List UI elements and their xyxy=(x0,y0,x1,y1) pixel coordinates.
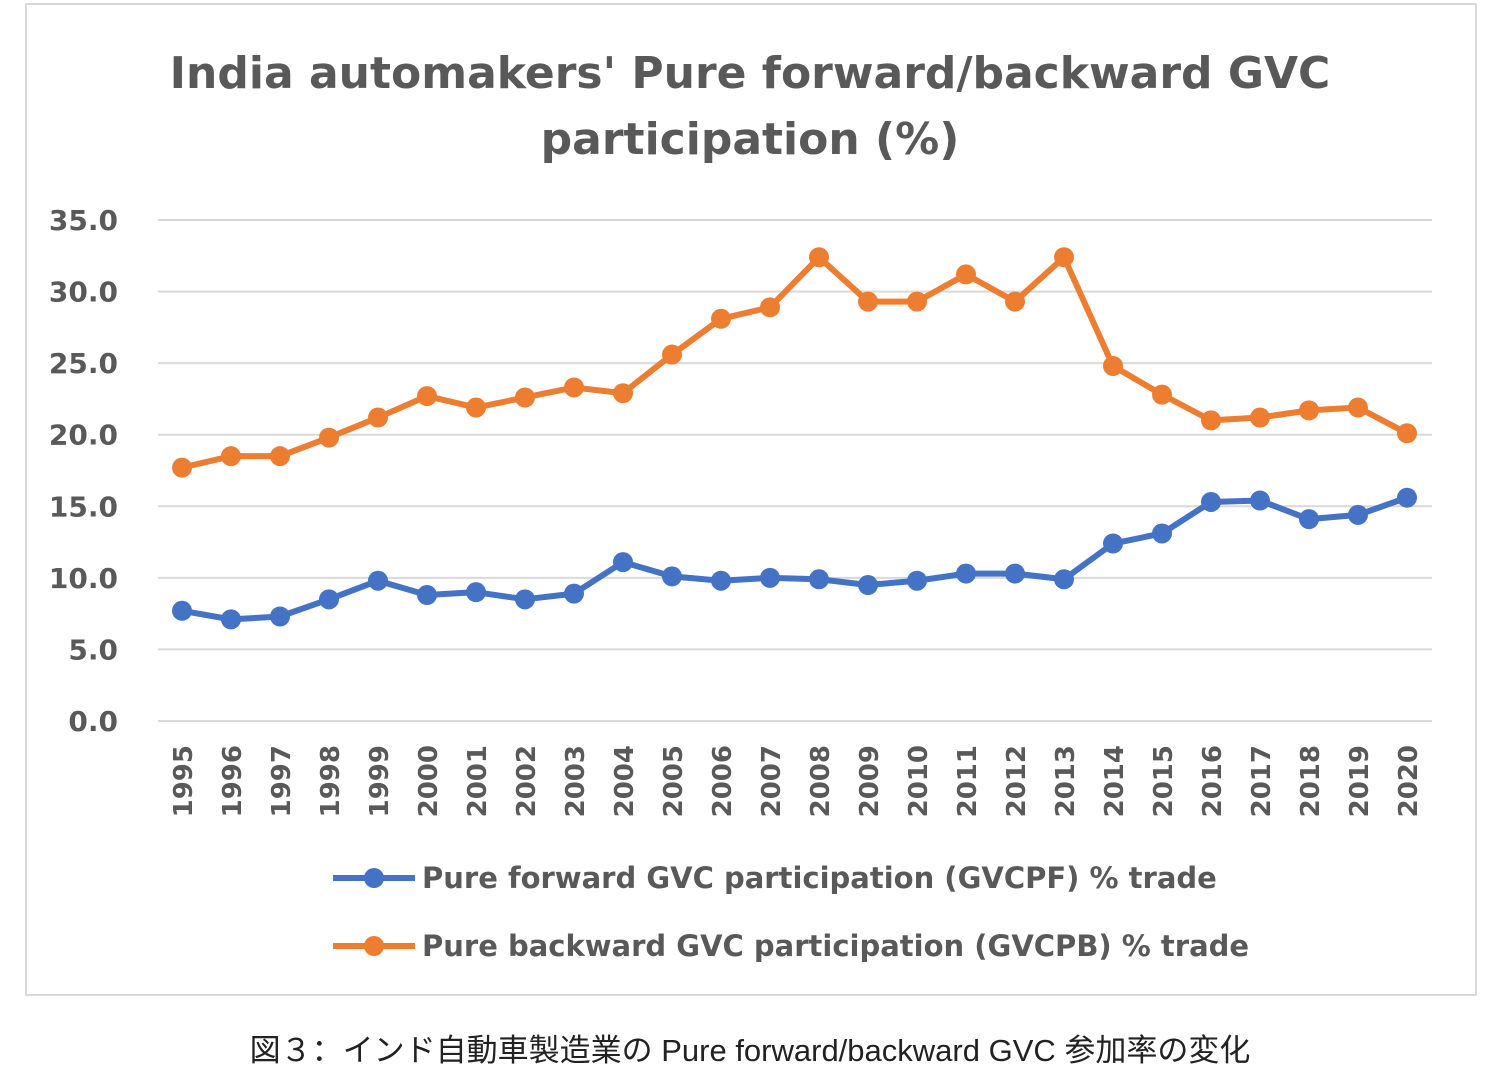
x-tick-label: 2005 xyxy=(659,745,689,817)
x-tick-label: 2009 xyxy=(855,745,885,817)
data-point-1 xyxy=(662,344,682,365)
data-point-0 xyxy=(711,570,731,591)
data-point-1 xyxy=(270,446,290,467)
chart-frame xyxy=(25,3,1477,996)
data-point-1 xyxy=(760,297,780,318)
x-tick-label: 2006 xyxy=(708,745,738,817)
data-point-1 xyxy=(1152,384,1172,405)
x-tick-label: 1999 xyxy=(365,745,395,817)
data-point-1 xyxy=(956,264,976,285)
x-tick-label: 1998 xyxy=(316,745,346,817)
data-point-0 xyxy=(662,566,682,587)
data-point-1 xyxy=(1201,410,1221,431)
x-tick-label: 2002 xyxy=(512,745,542,817)
x-tick-label: 2013 xyxy=(1051,745,1081,817)
y-tick-label: 30.0 xyxy=(49,276,118,309)
x-tick-label: 2018 xyxy=(1296,745,1326,817)
chart-title-line: participation (%) xyxy=(541,114,960,165)
data-point-0 xyxy=(417,585,437,606)
x-tick-label: 2016 xyxy=(1198,745,1228,817)
data-point-0 xyxy=(466,582,486,603)
data-point-0 xyxy=(907,570,927,591)
y-tick-label: 25.0 xyxy=(49,347,118,380)
data-point-0 xyxy=(809,569,829,590)
data-point-1 xyxy=(1250,407,1270,428)
data-point-0 xyxy=(1201,491,1221,512)
data-point-0 xyxy=(270,606,290,627)
figure-caption: 図３：インド自動車製造業の Pure forward/backward GVC … xyxy=(249,1033,1251,1068)
data-point-1 xyxy=(417,386,437,407)
x-tick-label: 2015 xyxy=(1149,745,1179,817)
x-tick-label: 2004 xyxy=(610,745,640,817)
data-point-1 xyxy=(319,427,339,448)
data-point-0 xyxy=(1348,504,1368,525)
series-line-0 xyxy=(181,494,1408,623)
data-point-1 xyxy=(907,291,927,312)
x-tick-label: 2017 xyxy=(1247,745,1277,817)
data-point-1 xyxy=(172,457,192,478)
x-tick-label: 2001 xyxy=(463,745,493,817)
x-tick-label: 2014 xyxy=(1100,745,1130,817)
legend-label-0: Pure forward GVC participation (GVCPF) %… xyxy=(422,861,1217,895)
data-point-0 xyxy=(1152,523,1172,544)
data-point-1 xyxy=(1397,423,1417,444)
data-point-1 xyxy=(711,308,731,329)
data-point-0 xyxy=(1054,569,1074,590)
data-point-0 xyxy=(319,589,339,610)
y-tick-label: 0.0 xyxy=(68,705,118,738)
x-tick-label: 2019 xyxy=(1345,745,1375,817)
data-point-0 xyxy=(1005,563,1025,584)
x-tick-label: 2007 xyxy=(757,745,787,817)
x-tick-label: 2000 xyxy=(414,745,444,817)
data-point-1 xyxy=(368,407,388,428)
data-point-0 xyxy=(760,567,780,588)
data-point-0 xyxy=(1397,487,1417,508)
x-tick-label: 1997 xyxy=(267,745,297,817)
y-tick-label: 20.0 xyxy=(49,419,118,452)
data-point-1 xyxy=(466,397,486,418)
data-point-1 xyxy=(221,446,241,467)
y-tick-label: 35.0 xyxy=(49,204,118,237)
data-point-1 xyxy=(1103,356,1123,377)
x-tick-label: 2003 xyxy=(561,745,591,817)
data-point-0 xyxy=(1299,509,1319,530)
legend-marker-1 xyxy=(364,936,384,956)
data-point-1 xyxy=(858,291,878,312)
data-point-0 xyxy=(1250,490,1270,511)
x-tick-label: 1996 xyxy=(218,745,248,817)
y-tick-label: 5.0 xyxy=(68,633,118,666)
data-point-1 xyxy=(515,387,535,408)
data-point-0 xyxy=(956,563,976,584)
data-point-1 xyxy=(1005,291,1025,312)
data-point-1 xyxy=(613,383,633,404)
data-point-0 xyxy=(1103,533,1123,554)
legend-label-1: Pure backward GVC participation (GVCPB) … xyxy=(422,929,1249,963)
data-point-0 xyxy=(221,609,241,630)
legend-marker-0 xyxy=(364,868,384,888)
x-tick-label: 2011 xyxy=(953,745,983,817)
data-point-1 xyxy=(1299,400,1319,421)
line-chart: India automakers' Pure forward/backward … xyxy=(49,48,1432,963)
data-point-0 xyxy=(858,575,878,596)
x-tick-label: 1995 xyxy=(169,745,199,817)
x-tick-label: 2012 xyxy=(1002,745,1032,817)
data-point-1 xyxy=(1348,397,1368,418)
data-point-0 xyxy=(368,570,388,591)
x-tick-label: 2020 xyxy=(1394,745,1424,817)
x-tick-label: 2010 xyxy=(904,745,934,817)
y-tick-label: 10.0 xyxy=(49,562,118,595)
data-point-1 xyxy=(564,377,584,398)
data-point-0 xyxy=(613,552,633,573)
data-point-1 xyxy=(1054,247,1074,268)
data-point-0 xyxy=(515,589,535,610)
chart-title-line: India automakers' Pure forward/backward … xyxy=(170,48,1331,99)
data-point-1 xyxy=(809,247,829,268)
data-point-0 xyxy=(564,583,584,604)
y-tick-label: 15.0 xyxy=(49,490,118,523)
data-point-0 xyxy=(172,600,192,621)
x-tick-label: 2008 xyxy=(806,745,836,817)
